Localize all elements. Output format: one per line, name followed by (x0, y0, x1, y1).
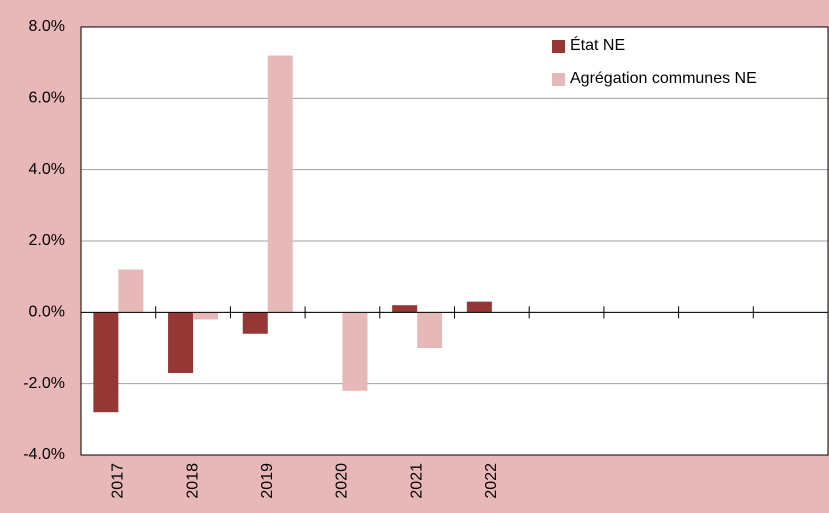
x-tick-label: 2017 (110, 463, 127, 499)
y-tick-label: 0.0% (29, 304, 65, 321)
x-tick-label: 2018 (184, 463, 201, 499)
legend-label: Agrégation communes NE (570, 70, 757, 87)
y-tick-label: 8.0% (29, 18, 65, 35)
bar (342, 312, 368, 391)
legend-swatch (552, 73, 565, 86)
x-tick-label: 2020 (334, 463, 351, 499)
bar (168, 312, 194, 373)
bar (193, 312, 219, 320)
bar (392, 305, 418, 313)
legend-swatch (552, 40, 565, 53)
bar (466, 301, 492, 313)
x-tick-label: 2019 (259, 463, 276, 499)
y-tick-label: -4.0% (23, 446, 65, 463)
x-tick-label: 2022 (483, 463, 500, 499)
x-tick-label: 2021 (408, 463, 425, 499)
y-tick-label: 2.0% (29, 232, 65, 249)
bar (118, 269, 144, 313)
y-tick-label: -2.0% (23, 375, 65, 392)
y-tick-label: 6.0% (29, 90, 65, 107)
y-tick-label: 4.0% (29, 161, 65, 178)
legend-label: État NE (570, 35, 625, 54)
bar (417, 312, 443, 348)
bar (93, 312, 119, 413)
bar (242, 312, 268, 334)
plot-border (80, 26, 829, 456)
bar (267, 55, 293, 313)
